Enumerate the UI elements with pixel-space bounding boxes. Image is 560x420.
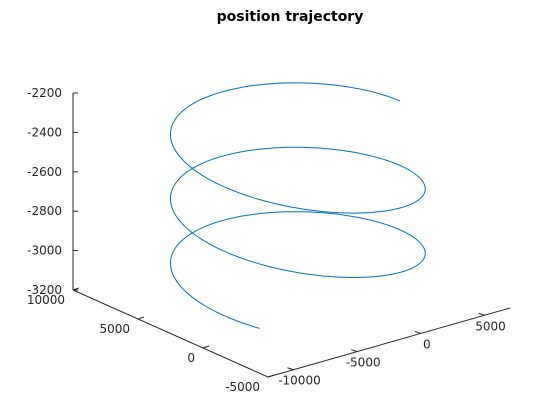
z-tick-label: -2400 — [27, 125, 62, 139]
x-axis-line — [267, 307, 511, 378]
x-tick-mark — [414, 330, 422, 334]
x-tick-label: 0 — [423, 337, 431, 351]
y-tick-label: 5000 — [99, 322, 130, 336]
y-tick-label: -5000 — [225, 380, 260, 394]
chart-title: position trajectory — [216, 9, 364, 25]
x-tick-label: -5000 — [346, 356, 381, 370]
series-line-trajectory — [170, 82, 426, 329]
z-tick-label: -2200 — [27, 86, 62, 100]
y-tick-label: 10000 — [27, 293, 65, 307]
z-tick-label: -3200 — [27, 283, 62, 297]
y-tick-mark — [202, 345, 210, 349]
y-tick-label: 0 — [187, 351, 195, 365]
y-tick-mark — [72, 287, 80, 291]
x-tick-mark — [350, 349, 358, 353]
x-tick-mark — [478, 312, 485, 316]
x-tick-mark — [287, 367, 294, 371]
y-tick-mark — [267, 374, 275, 378]
x-tick-label: 5000 — [475, 319, 506, 333]
z-tick-label: -3000 — [27, 244, 62, 258]
x-tick-label: -10000 — [278, 374, 321, 388]
z-tick-label: -2800 — [27, 204, 62, 218]
y-tick-mark — [137, 316, 145, 320]
y-axis-line — [72, 289, 269, 378]
z-tick-label: -2600 — [27, 165, 62, 179]
